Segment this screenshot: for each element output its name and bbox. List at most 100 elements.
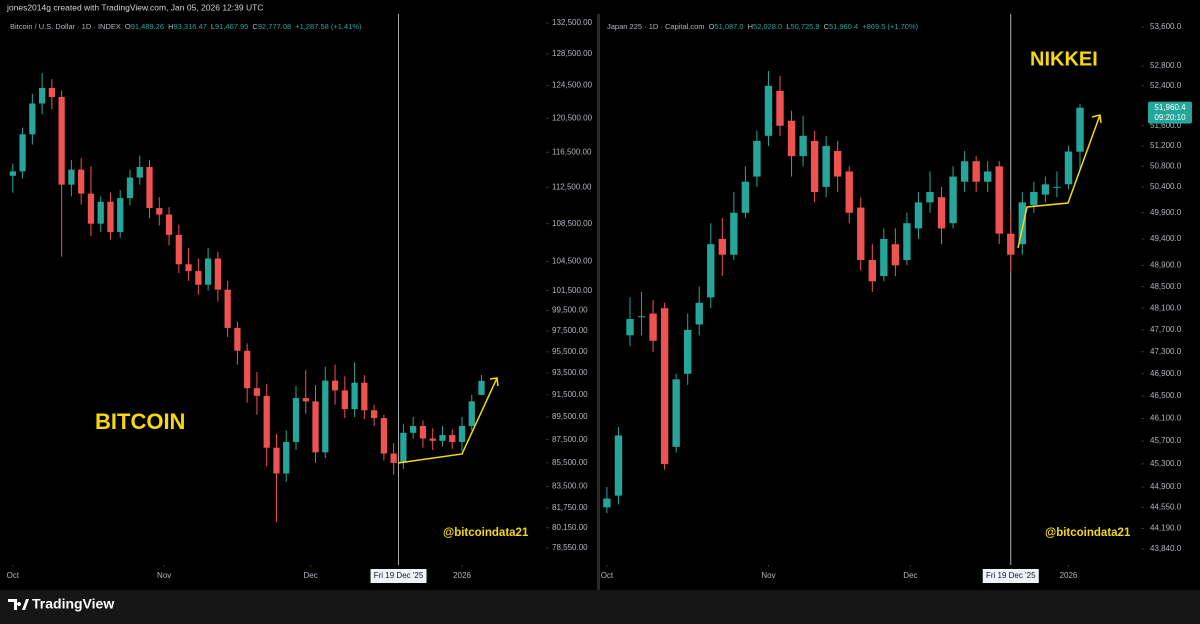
- candle-body: [439, 435, 446, 441]
- logo-icon: [8, 599, 29, 610]
- candle-body: [48, 88, 55, 97]
- candle-body: [822, 145, 830, 187]
- tradingview-logo: [8, 599, 29, 610]
- y-tick-label: 120,500.00: [552, 113, 593, 122]
- y-tick-label: 45,300.0: [1150, 459, 1182, 468]
- y-tick-label: 48,100.0: [1150, 303, 1182, 312]
- legend-value: 51,960.4: [829, 22, 858, 31]
- candle-body: [914, 202, 923, 229]
- candle-body: [263, 395, 270, 448]
- candle-body: [390, 453, 397, 463]
- y-tick-label: 93,500.00: [552, 368, 588, 377]
- y-tick-label: 48,900.0: [1150, 260, 1182, 269]
- candle-body: [400, 432, 407, 463]
- candle-body: [868, 260, 876, 282]
- candle-body: [117, 198, 124, 233]
- x-tick-label: Nov: [157, 571, 171, 580]
- candle-body: [684, 329, 692, 374]
- y-tick-label: 44,550.0: [1150, 502, 1182, 511]
- last-price-label: 51,960.4: [1154, 103, 1186, 112]
- legend-value: 91,489.26: [131, 22, 164, 31]
- candle-body: [695, 302, 703, 325]
- chart-panel: 53,600.0 52,800.0 52,400.0 51,600.0 51,200.0…: [601, 14, 1192, 583]
- candle-body: [649, 313, 657, 341]
- candle-body: [322, 380, 329, 453]
- y-tick-label: 46,900.0: [1150, 369, 1182, 378]
- chart-panel: 132,500.00 128,500.00 124,500.00 120,500.00…: [7, 14, 593, 583]
- y-tick-label: 46,500.0: [1150, 391, 1182, 400]
- last-price-tag: [1148, 101, 1192, 124]
- candle-body: [204, 258, 212, 285]
- candle-body: [38, 88, 46, 104]
- candle-body: [29, 103, 36, 135]
- candle-body: [799, 135, 807, 157]
- legend-key: O: [709, 22, 715, 31]
- candle-body: [107, 201, 114, 233]
- candle-body: [949, 176, 957, 224]
- candle-body: [995, 166, 1003, 234]
- candle-body: [1076, 107, 1084, 152]
- candle-body: [165, 214, 173, 235]
- y-tick-label: 46,100.0: [1150, 414, 1182, 423]
- candle-body: [68, 169, 75, 185]
- y-tick-label: 132,500.00: [552, 18, 593, 27]
- legend-value: 91,467.95: [215, 22, 248, 31]
- candle-body: [730, 212, 738, 255]
- legend-key: O: [125, 22, 131, 31]
- candle-body: [126, 177, 134, 199]
- legend: Japan 225 · 1D · Capital.com O51,087.0 H52…: [607, 22, 919, 31]
- candle-body: [292, 398, 300, 442]
- candle-body: [410, 425, 417, 433]
- legend-key: C: [252, 22, 258, 31]
- legend-key: H: [748, 22, 753, 31]
- candle-body: [244, 350, 251, 389]
- candle-body: [195, 271, 202, 285]
- candle-body: [302, 398, 309, 402]
- candle-body: [764, 85, 773, 136]
- x-tick-label: Dec: [903, 571, 917, 580]
- y-tick-label: 44,190.0: [1150, 523, 1182, 532]
- y-tick-label: 49,900.0: [1150, 208, 1182, 217]
- candle-body: [478, 380, 485, 395]
- legend-value: 51,087.0: [714, 22, 743, 31]
- legend-value: 92,777.08: [258, 22, 291, 31]
- x-tick-label: Fri 19 Dec '25: [986, 571, 1036, 580]
- x-tick-label: Oct: [601, 571, 614, 580]
- y-tick-label: 50,400.0: [1150, 182, 1182, 191]
- y-tick-label: 124,500.00: [552, 81, 593, 90]
- y-tick-label: 104,500.00: [552, 257, 593, 266]
- candle-body: [603, 498, 611, 508]
- candle-body: [136, 167, 143, 178]
- candle-body: [1053, 186, 1061, 188]
- candle-body: [1064, 151, 1073, 185]
- y-tick-label: 52,800.0: [1150, 61, 1182, 70]
- arrowhead: [1091, 114, 1102, 124]
- candle-body: [419, 425, 427, 439]
- candle-body: [787, 120, 796, 157]
- candle-body: [273, 447, 280, 474]
- candle-body: [458, 425, 466, 442]
- y-tick-label: 112,500.00: [552, 182, 592, 191]
- header-text: jones2014g created with TradingView.com,…: [6, 2, 263, 12]
- candle-body: [810, 140, 819, 193]
- y-tick-label: 101,500.00: [552, 286, 593, 295]
- legend-change: +1,287.58 (+1.41%): [295, 22, 362, 31]
- panel-divider: [597, 14, 600, 590]
- candle-body: [626, 318, 634, 336]
- countdown-label: 09:20:10: [1154, 113, 1186, 122]
- candle-body: [776, 90, 784, 126]
- candle-body: [185, 264, 192, 272]
- candle-body: [78, 169, 85, 194]
- candle-body: [19, 134, 26, 172]
- y-tick-label: 48,500.0: [1150, 282, 1182, 291]
- y-tick-label: 99,500.00: [552, 306, 588, 315]
- y-tick-label: 47,300.0: [1150, 347, 1182, 356]
- candle-body: [857, 207, 865, 261]
- footer-brand: TradingView: [32, 596, 114, 612]
- y-tick-label: 43,840.0: [1150, 544, 1182, 553]
- y-tick-label: 116,500.00: [552, 147, 592, 156]
- arrowhead: [489, 377, 499, 387]
- legend-symbol: Bitcoin / U.S. Dollar · 1D · INDEX: [10, 22, 121, 31]
- y-tick-label: 45,700.0: [1150, 436, 1182, 445]
